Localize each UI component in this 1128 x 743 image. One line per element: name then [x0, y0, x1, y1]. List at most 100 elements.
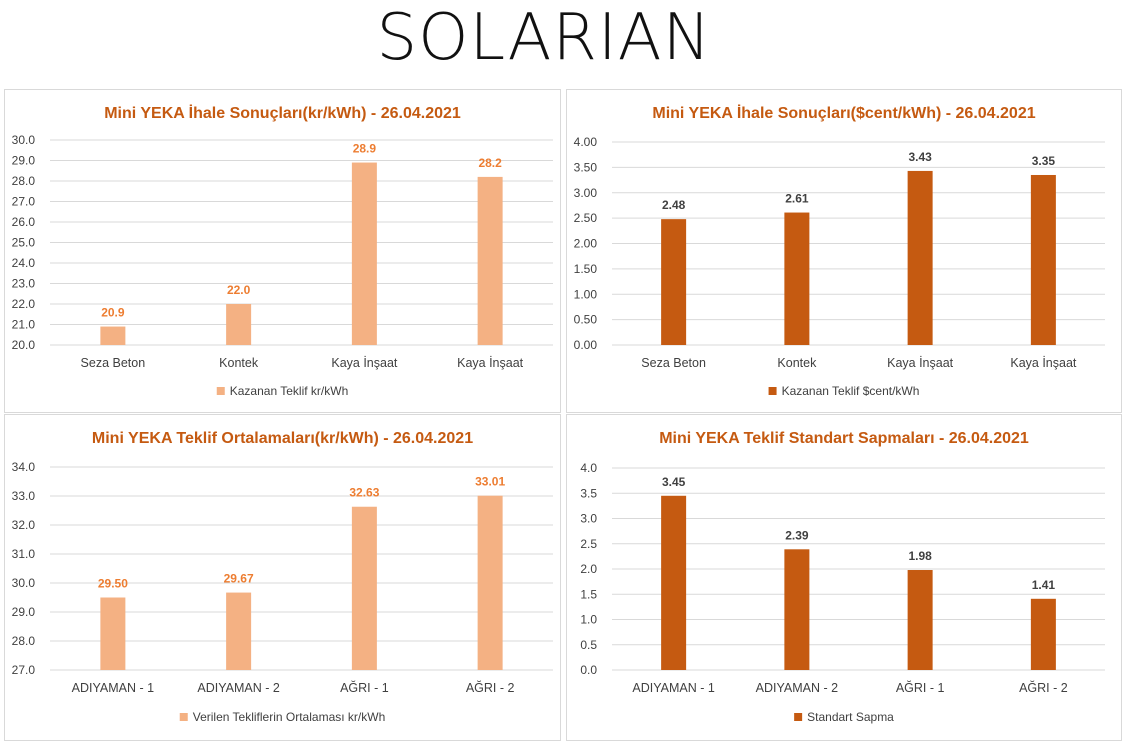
y-tick-label: 2.0	[580, 562, 597, 576]
x-category-label: Kaya İnşaat	[331, 356, 398, 370]
y-tick-label: 0.50	[574, 313, 598, 327]
y-tick-label: 1.5	[580, 587, 597, 601]
bar	[100, 597, 126, 670]
chart-panel-tender-results-kr: Mini YEKA İhale Sonuçları(kr/kWh) - 26.0…	[4, 89, 561, 413]
y-tick-label: 2.50	[574, 211, 598, 225]
legend-label: Standart Sapma	[807, 710, 894, 724]
y-tick-label: 0.5	[580, 638, 597, 652]
bar	[784, 212, 810, 345]
y-tick-label: 28.0	[12, 174, 36, 188]
data-label: 2.39	[785, 528, 809, 542]
y-tick-label: 21.0	[12, 318, 36, 332]
chart-standard-deviations: Mini YEKA Teklif Standart Sapmaları - 26…	[580, 430, 1105, 724]
x-category-label: ADIYAMAN - 2	[756, 681, 838, 695]
y-tick-label: 1.50	[574, 262, 598, 276]
chart-title: Mini YEKA İhale Sonuçları(kr/kWh) - 26.0…	[104, 104, 461, 122]
chart-offer-averages: Mini YEKA Teklif Ortalamaları(kr/kWh) - …	[12, 430, 553, 724]
legend-swatch	[768, 387, 777, 395]
y-tick-label: 3.5	[580, 486, 597, 500]
bar	[226, 592, 252, 670]
bar	[351, 506, 377, 670]
y-tick-label: 30.0	[12, 576, 36, 590]
data-label: 2.48	[662, 198, 686, 212]
y-tick-label: 30.0	[12, 133, 36, 147]
x-category-label: ADIYAMAN - 1	[72, 681, 154, 695]
y-tick-label: 25.0	[12, 236, 36, 250]
bar	[226, 304, 252, 345]
data-label: 2.61	[785, 192, 809, 206]
y-tick-label: 27.0	[12, 663, 36, 677]
x-category-label: ADIYAMAN - 2	[197, 681, 279, 695]
bar	[661, 495, 687, 670]
x-category-label: Kontek	[777, 356, 817, 370]
legend-label: Kazanan Teklif kr/kWh	[230, 384, 349, 398]
data-label: 3.43	[908, 150, 932, 164]
x-category-label: AĞRI - 2	[466, 680, 515, 695]
legend-swatch	[179, 713, 188, 721]
bar	[661, 219, 687, 345]
chart-panel-tender-results-cent: Mini YEKA İhale Sonuçları($cent/kWh) - 2…	[566, 89, 1122, 413]
x-category-label: AĞRI - 1	[896, 680, 945, 695]
y-tick-label: 1.0	[580, 613, 597, 627]
y-tick-label: 3.50	[574, 160, 598, 174]
chart-title: Mini YEKA İhale Sonuçları($cent/kWh) - 2…	[652, 104, 1035, 122]
data-label: 28.9	[353, 142, 377, 156]
y-tick-label: 0.0	[580, 663, 597, 677]
legend-label: Kazanan Teklif $cent/kWh	[782, 384, 920, 398]
y-tick-label: 4.00	[574, 135, 598, 149]
y-tick-label: 29.0	[12, 154, 36, 168]
chart-tender-results-kr: Mini YEKA İhale Sonuçları(kr/kWh) - 26.0…	[12, 104, 553, 398]
x-category-label: Seza Beton	[641, 356, 706, 370]
y-tick-label: 22.0	[12, 297, 36, 311]
bar	[1030, 598, 1056, 670]
y-tick-label: 32.0	[12, 518, 36, 532]
data-label: 3.45	[662, 475, 686, 489]
y-tick-label: 3.00	[574, 186, 598, 200]
bar	[1030, 174, 1056, 345]
y-tick-label: 27.0	[12, 195, 36, 209]
y-tick-label: 28.0	[12, 634, 36, 648]
bar	[100, 326, 126, 345]
x-category-label: AĞRI - 2	[1019, 680, 1068, 695]
data-label: 28.2	[478, 156, 502, 170]
chart-tender-results-cent: Mini YEKA İhale Sonuçları($cent/kWh) - 2…	[574, 104, 1105, 398]
data-label: 20.9	[101, 306, 125, 320]
y-tick-label: 24.0	[12, 256, 36, 270]
data-label: 3.35	[1032, 154, 1056, 168]
bar	[351, 162, 377, 345]
x-category-label: Kaya İnşaat	[1010, 356, 1077, 370]
y-tick-label: 2.5	[580, 537, 597, 551]
legend-swatch	[794, 713, 803, 721]
chart-title: Mini YEKA Teklif Ortalamaları(kr/kWh) - …	[92, 430, 473, 447]
x-category-label: Kaya İnşaat	[887, 356, 954, 370]
bar	[907, 170, 933, 345]
bar	[784, 549, 810, 670]
x-category-label: Kaya İnşaat	[457, 356, 524, 370]
bar	[477, 495, 503, 670]
y-tick-label: 31.0	[12, 547, 36, 561]
x-category-label: Seza Beton	[81, 356, 146, 370]
y-tick-label: 4.0	[580, 461, 597, 475]
y-tick-label: 1.00	[574, 287, 598, 301]
y-tick-label: 20.0	[12, 338, 36, 352]
data-label: 32.63	[349, 486, 379, 500]
data-label: 29.50	[98, 577, 128, 591]
y-tick-label: 3.0	[580, 512, 597, 526]
data-label: 22.0	[227, 283, 251, 297]
y-tick-label: 29.0	[12, 605, 36, 619]
y-tick-label: 26.0	[12, 215, 36, 229]
y-tick-label: 33.0	[12, 489, 36, 503]
bar	[907, 570, 933, 670]
data-label: 29.67	[224, 572, 254, 586]
y-tick-label: 0.00	[574, 338, 598, 352]
data-label: 33.01	[475, 475, 505, 489]
y-tick-label: 23.0	[12, 277, 36, 291]
bar	[477, 176, 503, 345]
y-tick-label: 34.0	[12, 460, 36, 474]
x-category-label: AĞRI - 1	[340, 680, 389, 695]
data-label: 1.98	[908, 549, 932, 563]
chart-panel-offer-averages: Mini YEKA Teklif Ortalamaları(kr/kWh) - …	[4, 414, 561, 741]
data-label: 1.41	[1032, 578, 1056, 592]
y-tick-label: 2.00	[574, 237, 598, 251]
solarian-logo: SOLARIAN	[376, 1, 712, 75]
